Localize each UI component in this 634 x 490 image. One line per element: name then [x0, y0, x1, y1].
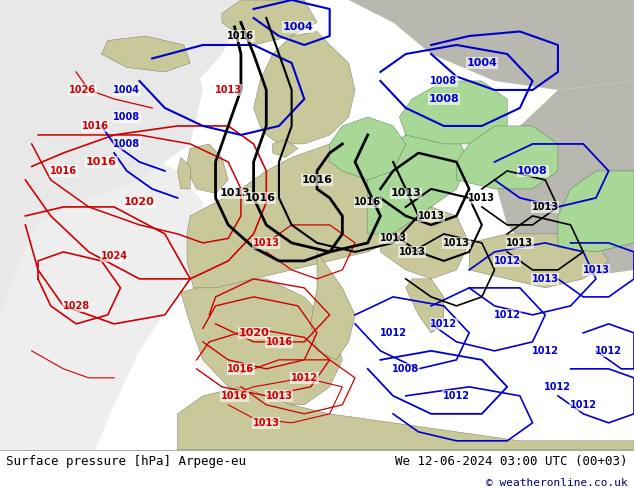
Text: 1016: 1016	[266, 337, 292, 347]
Text: 1004: 1004	[113, 85, 140, 95]
Text: 1016: 1016	[82, 121, 108, 131]
Text: 1013: 1013	[469, 193, 495, 203]
Text: 1008: 1008	[429, 94, 459, 104]
Text: 1016: 1016	[245, 193, 275, 203]
Polygon shape	[273, 140, 298, 157]
Polygon shape	[0, 0, 241, 315]
Text: 1026: 1026	[69, 85, 96, 95]
Polygon shape	[406, 279, 444, 333]
Polygon shape	[181, 279, 342, 405]
Text: 1024: 1024	[101, 251, 127, 261]
Text: We 12-06-2024 03:00 UTC (00+03): We 12-06-2024 03:00 UTC (00+03)	[395, 455, 628, 468]
Text: 1016: 1016	[221, 391, 248, 401]
Text: 1012: 1012	[430, 319, 457, 329]
Polygon shape	[469, 234, 609, 288]
Text: 1012: 1012	[380, 328, 406, 338]
Text: 1013: 1013	[583, 265, 609, 275]
Text: 1008: 1008	[113, 139, 140, 149]
Text: 1012: 1012	[545, 382, 571, 392]
Polygon shape	[311, 252, 355, 360]
Text: Surface pressure [hPa] Arpege-eu: Surface pressure [hPa] Arpege-eu	[6, 455, 247, 468]
Text: 1013: 1013	[507, 238, 533, 248]
Text: 1012: 1012	[532, 346, 559, 356]
Text: 1013: 1013	[266, 391, 292, 401]
Text: 1016: 1016	[354, 197, 381, 207]
Text: 1008: 1008	[430, 76, 457, 86]
Text: 1020: 1020	[124, 197, 155, 207]
Text: 1016: 1016	[50, 166, 77, 176]
Text: 1013: 1013	[219, 189, 250, 198]
Polygon shape	[178, 387, 634, 450]
Text: 1013: 1013	[391, 189, 421, 198]
Polygon shape	[0, 122, 203, 450]
Polygon shape	[399, 81, 507, 144]
Text: 1012: 1012	[494, 256, 521, 266]
Polygon shape	[368, 126, 469, 234]
Polygon shape	[254, 31, 355, 144]
Text: © weatheronline.co.uk: © weatheronline.co.uk	[486, 478, 628, 488]
Polygon shape	[187, 144, 228, 194]
Polygon shape	[330, 117, 406, 180]
Text: 1013: 1013	[253, 238, 280, 248]
Text: 1008: 1008	[113, 112, 140, 122]
Text: 1013: 1013	[380, 233, 406, 244]
Text: 1012: 1012	[291, 373, 318, 383]
Text: 1012: 1012	[570, 400, 597, 410]
Polygon shape	[456, 126, 558, 189]
Text: 1013: 1013	[443, 238, 470, 248]
Polygon shape	[187, 135, 444, 288]
Text: 1016: 1016	[228, 31, 254, 41]
Text: 1012: 1012	[443, 391, 470, 401]
Polygon shape	[101, 36, 190, 72]
Text: 1013: 1013	[399, 247, 425, 257]
Polygon shape	[349, 0, 634, 90]
Text: 1013: 1013	[532, 274, 559, 284]
Text: 1012: 1012	[595, 346, 622, 356]
Polygon shape	[0, 0, 203, 247]
Text: 1013: 1013	[418, 211, 444, 221]
Polygon shape	[0, 0, 63, 113]
Polygon shape	[0, 45, 114, 126]
Text: 1004: 1004	[467, 58, 497, 68]
Polygon shape	[178, 157, 190, 189]
Text: 1016: 1016	[86, 157, 117, 167]
Text: 1013: 1013	[532, 202, 559, 212]
Polygon shape	[558, 171, 634, 252]
Text: 1013: 1013	[253, 418, 280, 428]
Polygon shape	[495, 81, 634, 279]
Text: 1013: 1013	[215, 85, 242, 95]
Text: 1016: 1016	[228, 364, 254, 374]
Text: 1004: 1004	[283, 22, 313, 32]
Text: 1012: 1012	[494, 310, 521, 320]
Text: 1016: 1016	[302, 175, 332, 185]
Polygon shape	[380, 207, 469, 279]
Text: 1008: 1008	[517, 166, 548, 176]
Text: 1008: 1008	[392, 364, 419, 374]
Text: 1020: 1020	[238, 328, 269, 338]
Polygon shape	[222, 0, 317, 45]
Text: 1028: 1028	[63, 301, 89, 311]
